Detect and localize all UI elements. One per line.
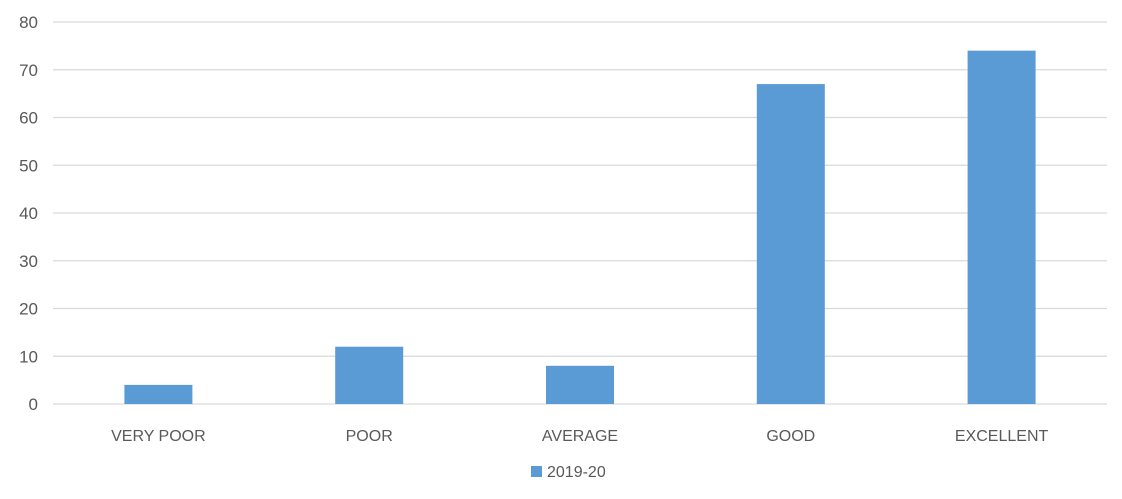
- y-tick-label: 80: [19, 13, 38, 32]
- x-tick-label: AVERAGE: [542, 428, 618, 445]
- y-tick-label: 40: [19, 204, 38, 223]
- x-tick-label: POOR: [346, 428, 393, 445]
- bar: [756, 84, 825, 404]
- x-tick-label: VERY POOR: [111, 428, 206, 445]
- x-tick-label: GOOD: [766, 428, 815, 445]
- gridlines: [53, 21, 1107, 405]
- y-tick-label: 10: [19, 347, 38, 366]
- y-axis-tick-labels: 0 10 20 30 40 50 60 70 80: [19, 13, 38, 414]
- bar: [967, 50, 1036, 405]
- x-axis-tick-labels: VERY POOR POOR AVERAGE GOOD EXCELLENT: [111, 428, 1048, 445]
- legend-label: 2019-20: [547, 464, 606, 481]
- y-tick-label: 30: [19, 252, 38, 271]
- bar: [546, 365, 614, 404]
- x-tick-label: EXCELLENT: [955, 428, 1049, 445]
- y-tick-label: 0: [29, 395, 38, 414]
- bar: [124, 384, 193, 404]
- y-tick-label: 70: [19, 61, 38, 80]
- y-tick-label: 20: [19, 300, 38, 319]
- legend: 2019-20: [531, 464, 606, 481]
- bar: [335, 346, 404, 404]
- y-tick-label: 60: [19, 109, 38, 128]
- bars: [124, 50, 1036, 405]
- legend-swatch: [531, 466, 542, 477]
- y-tick-label: 50: [19, 156, 38, 175]
